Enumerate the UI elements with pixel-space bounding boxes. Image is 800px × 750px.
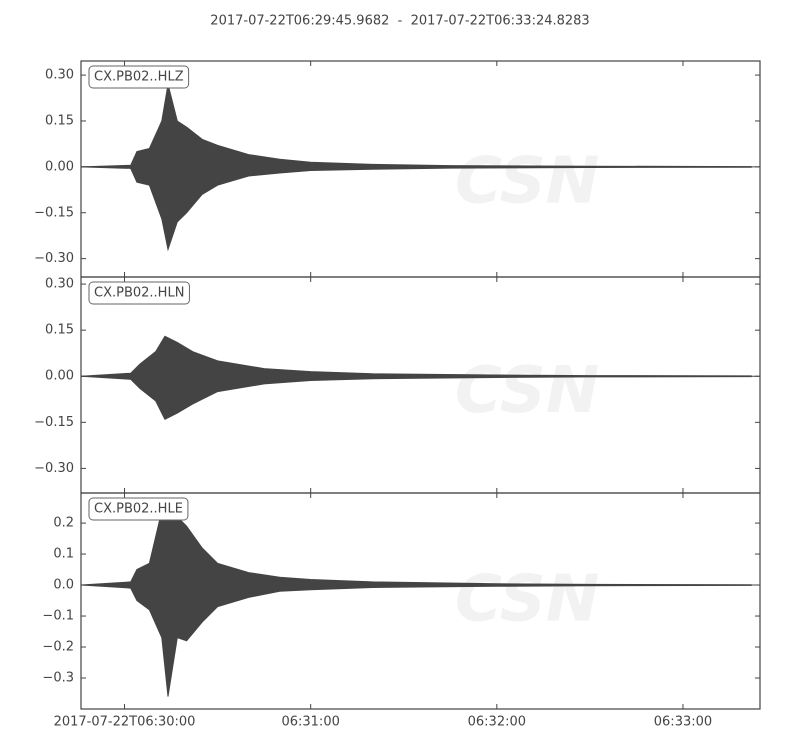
y-tick-label: −0.15 [34,415,74,430]
y-tick-label: 0.2 [53,516,74,531]
y-tick-label: 0.15 [45,113,74,128]
y-tick-label: −0.30 [34,251,74,266]
trace-envelope [80,166,752,252]
trace-envelope [80,375,752,420]
y-tick-label: −0.3 [42,671,74,686]
trace-envelope [80,584,752,697]
watermark: CSN [455,144,599,218]
x-tick-label: 06:32:00 [468,715,526,730]
x-tick-label: 06:31:00 [281,715,339,730]
trace-label-box [88,497,189,521]
trace-label: CX.PB02..HLN [94,286,184,301]
trace-label: CX.PB02..HLE [94,502,183,517]
y-tick-label: −0.15 [34,205,74,220]
y-tick-label: 0.00 [45,369,74,384]
panel-frame [80,492,761,710]
y-tick-label: 0.30 [45,277,74,292]
y-tick-label: 0.0 [53,578,74,593]
trace-envelope [80,335,752,377]
y-tick-label: 0.15 [45,323,74,338]
y-tick-label: −0.30 [34,461,74,476]
trace-label-box [88,281,190,305]
y-tick-label: 0.1 [53,547,74,562]
chart-title: 2017-07-22T06:29:45.9682 - 2017-07-22T06… [210,14,589,29]
watermark: CSN [455,354,599,428]
trace-label: CX.PB02..HLZ [94,70,184,85]
watermark: CSN [455,563,599,637]
x-tick-label: 06:33:00 [654,715,712,730]
y-tick-label: 0.30 [45,68,74,83]
y-tick-label: −0.1 [42,609,74,624]
y-tick-label: −0.2 [42,640,74,655]
y-tick-label: 0.00 [45,159,74,174]
x-tick-label: 2017-07-22T06:30:00 [54,715,196,730]
trace-envelope [80,84,752,168]
trace-label-box [88,65,190,89]
